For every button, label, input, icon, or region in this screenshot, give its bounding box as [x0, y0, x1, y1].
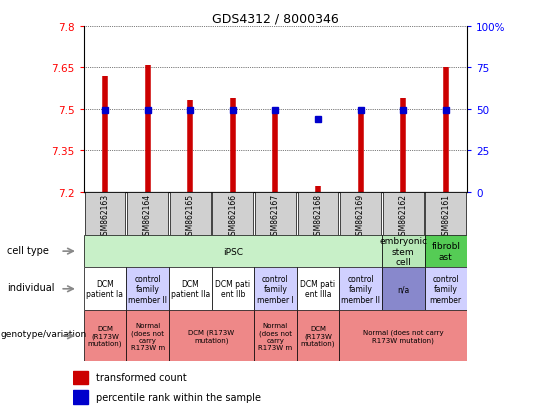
Text: DCM
patient Ia: DCM patient Ia	[86, 280, 124, 299]
Text: GSM862164: GSM862164	[143, 193, 152, 240]
Text: GSM862166: GSM862166	[228, 193, 237, 240]
Text: control
family
member II: control family member II	[341, 274, 380, 304]
FancyBboxPatch shape	[426, 192, 466, 235]
Text: DCM
(R173W
mutation): DCM (R173W mutation)	[87, 325, 122, 347]
FancyBboxPatch shape	[170, 192, 211, 235]
Text: GSM862161: GSM862161	[441, 193, 450, 239]
Text: individual: individual	[6, 282, 54, 292]
FancyBboxPatch shape	[298, 192, 339, 235]
Text: Normal
(does not
carry
R173W m: Normal (does not carry R173W m	[258, 322, 293, 350]
Bar	[382, 235, 424, 268]
FancyBboxPatch shape	[255, 192, 296, 235]
Bar	[169, 311, 254, 361]
Bar	[339, 311, 467, 361]
Bar	[126, 311, 169, 361]
Bar	[212, 268, 254, 311]
Bar	[339, 268, 382, 311]
Text: GSM862165: GSM862165	[186, 193, 195, 240]
Text: Normal (does not carry
R173W mutation): Normal (does not carry R173W mutation)	[363, 329, 443, 343]
Bar	[296, 311, 339, 361]
Bar	[73, 390, 88, 404]
Bar	[84, 268, 126, 311]
Text: DCM pati
ent IIb: DCM pati ent IIb	[215, 280, 251, 299]
Text: Normal
(does not
carry
R173W m: Normal (does not carry R173W m	[131, 322, 165, 350]
Bar	[84, 311, 126, 361]
Text: fibrobl
ast: fibrobl ast	[431, 242, 460, 261]
Bar	[126, 268, 169, 311]
Text: DCM (R173W
mutation): DCM (R173W mutation)	[188, 329, 234, 343]
Text: GSM862169: GSM862169	[356, 193, 365, 240]
Bar	[424, 235, 467, 268]
Text: embryonic
stem
cell: embryonic stem cell	[379, 237, 427, 266]
Text: n/a: n/a	[397, 285, 409, 294]
Text: DCM pati
ent IIIa: DCM pati ent IIIa	[300, 280, 335, 299]
Text: GSM862163: GSM862163	[100, 193, 110, 240]
Bar	[254, 311, 296, 361]
FancyBboxPatch shape	[340, 192, 381, 235]
Bar	[382, 268, 424, 311]
Text: GSM862167: GSM862167	[271, 193, 280, 240]
Text: DCM
patient IIa: DCM patient IIa	[171, 280, 210, 299]
FancyBboxPatch shape	[383, 192, 424, 235]
Bar	[84, 235, 382, 268]
Text: GSM862162: GSM862162	[399, 193, 408, 239]
Bar	[73, 371, 88, 384]
FancyBboxPatch shape	[127, 192, 168, 235]
Text: GSM862168: GSM862168	[314, 193, 322, 239]
Text: control
family
member I: control family member I	[257, 274, 294, 304]
Text: DCM
(R173W
mutation): DCM (R173W mutation)	[301, 325, 335, 347]
Bar	[296, 268, 339, 311]
Text: cell type: cell type	[6, 245, 49, 255]
Bar	[424, 268, 467, 311]
Text: percentile rank within the sample: percentile rank within the sample	[96, 392, 261, 402]
Text: genotype/variation: genotype/variation	[1, 329, 87, 338]
Text: transformed count: transformed count	[96, 373, 186, 382]
Bar	[169, 268, 212, 311]
Text: control
family
member: control family member	[430, 274, 462, 304]
Bar	[254, 268, 296, 311]
Text: iPSC: iPSC	[223, 247, 243, 256]
FancyBboxPatch shape	[212, 192, 253, 235]
Text: control
family
member II: control family member II	[128, 274, 167, 304]
Title: GDS4312 / 8000346: GDS4312 / 8000346	[212, 13, 339, 26]
FancyBboxPatch shape	[85, 192, 125, 235]
